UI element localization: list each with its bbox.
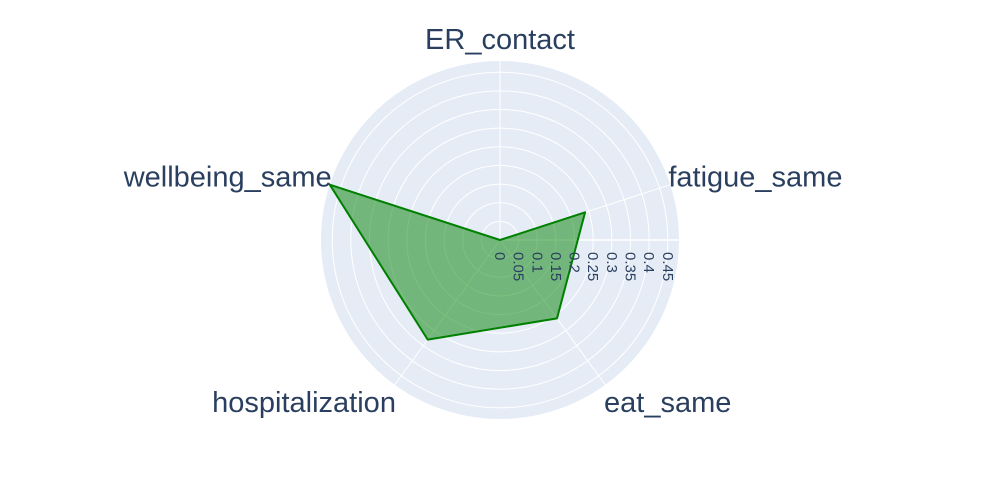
radial-tick-label: 0.3	[603, 252, 620, 273]
radial-tick-labels: 0 0.05 0.1 0.15 0.2 0.25 0.3 0.35 0.4 0.45	[491, 252, 676, 281]
radial-tick-label: 0.35	[622, 252, 639, 281]
series-area	[328, 183, 587, 341]
radial-tick-label: 0.1	[528, 252, 545, 273]
category-label: fatigue_same	[668, 162, 842, 194]
category-label: wellbeing_same	[123, 162, 332, 194]
category-label: eat_same	[604, 387, 731, 419]
radial-tick-label: 0.4	[640, 252, 657, 273]
radial-tick-label: 0.45	[659, 252, 676, 281]
radial-tick-label: 0.05	[510, 252, 527, 281]
category-label: hospitalization	[212, 387, 396, 419]
radial-tick-label: 0.15	[547, 252, 564, 281]
category-label: ER_contact	[425, 24, 575, 56]
radial-tick-label: 0.25	[584, 252, 601, 281]
radial-tick-label: 0	[491, 252, 508, 260]
radial-tick-label: 0.2	[566, 252, 583, 273]
category-labels: ER_contact fatigue_same eat_same hospitaliz…	[123, 24, 843, 419]
